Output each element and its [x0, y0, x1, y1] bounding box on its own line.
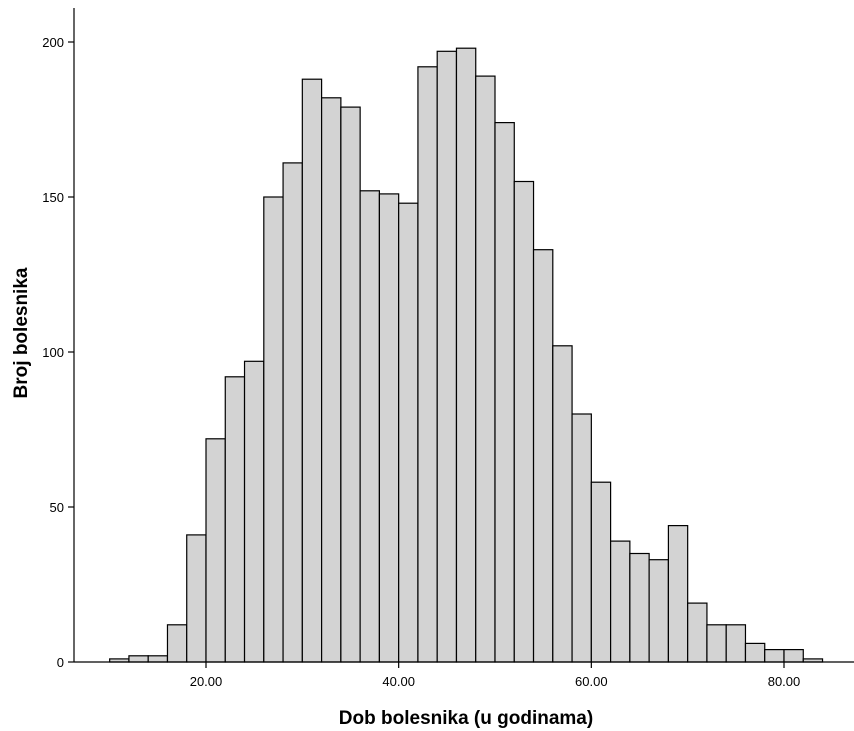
histogram-bar-25 — [590, 481, 612, 663]
histogram-bar-5 — [205, 438, 226, 663]
histogram-bar-6 — [224, 376, 246, 663]
histogram-bar-11 — [321, 97, 342, 663]
histogram-bar-3 — [166, 624, 188, 663]
y-tick-label: 0 — [57, 655, 64, 670]
histogram-bar-29 — [667, 524, 689, 663]
histogram-bar-32 — [725, 624, 747, 663]
histogram-bar-26 — [609, 540, 631, 663]
histogram-bar-31 — [706, 624, 727, 663]
histogram-bar-14 — [378, 193, 400, 663]
x-tick-label: 60.00 — [575, 674, 608, 689]
histogram-bar-2 — [147, 655, 169, 663]
y-tick-label: 50 — [50, 500, 64, 515]
bars-group — [109, 47, 824, 663]
histogram-bar-10 — [301, 78, 323, 663]
histogram-bar-4 — [186, 534, 207, 663]
histogram-bar-20 — [494, 121, 515, 663]
histogram-bar-15 — [398, 202, 419, 663]
x-ticks-group: 20.00 40.00 60.00 80.00 — [190, 662, 801, 689]
x-axis-title: Dob bolesnika (u godinama) — [339, 708, 593, 729]
y-tick-label: 100 — [42, 345, 64, 360]
axes-group — [73, 8, 854, 663]
histogram-bar-12 — [340, 106, 361, 663]
y-ticks-group: 0 50 100 150 200 — [42, 35, 74, 670]
histogram-bar-17 — [436, 50, 458, 663]
histogram-bar-34 — [764, 648, 785, 663]
histogram-bar-19 — [475, 75, 496, 663]
histogram-bar-28 — [648, 559, 670, 663]
histogram-bar-1 — [128, 655, 149, 663]
histogram-bar-13 — [359, 190, 381, 663]
y-tick-label: 200 — [42, 35, 64, 50]
histogram-bar-23 — [552, 345, 573, 663]
histogram-bar-35 — [783, 648, 804, 663]
histogram-bar-18 — [455, 47, 477, 663]
histogram-bar-27 — [629, 552, 650, 663]
histogram-bar-30 — [687, 602, 708, 663]
histogram-bar-9 — [282, 162, 303, 663]
histogram-bar-16 — [417, 66, 438, 663]
x-tick-label: 40.00 — [382, 674, 415, 689]
histogram-bar-33 — [744, 642, 766, 663]
histogram-bar-24 — [571, 413, 592, 663]
histogram-bar-21 — [513, 180, 535, 663]
y-tick-label: 150 — [42, 190, 64, 205]
x-tick-label: 20.00 — [190, 674, 223, 689]
histogram-bar-8 — [263, 196, 284, 663]
histogram-bar-22 — [532, 249, 554, 663]
histogram-bar-7 — [243, 360, 265, 663]
y-axis-title: Broj bolesnika — [11, 267, 32, 398]
x-tick-label: 80.00 — [768, 674, 801, 689]
